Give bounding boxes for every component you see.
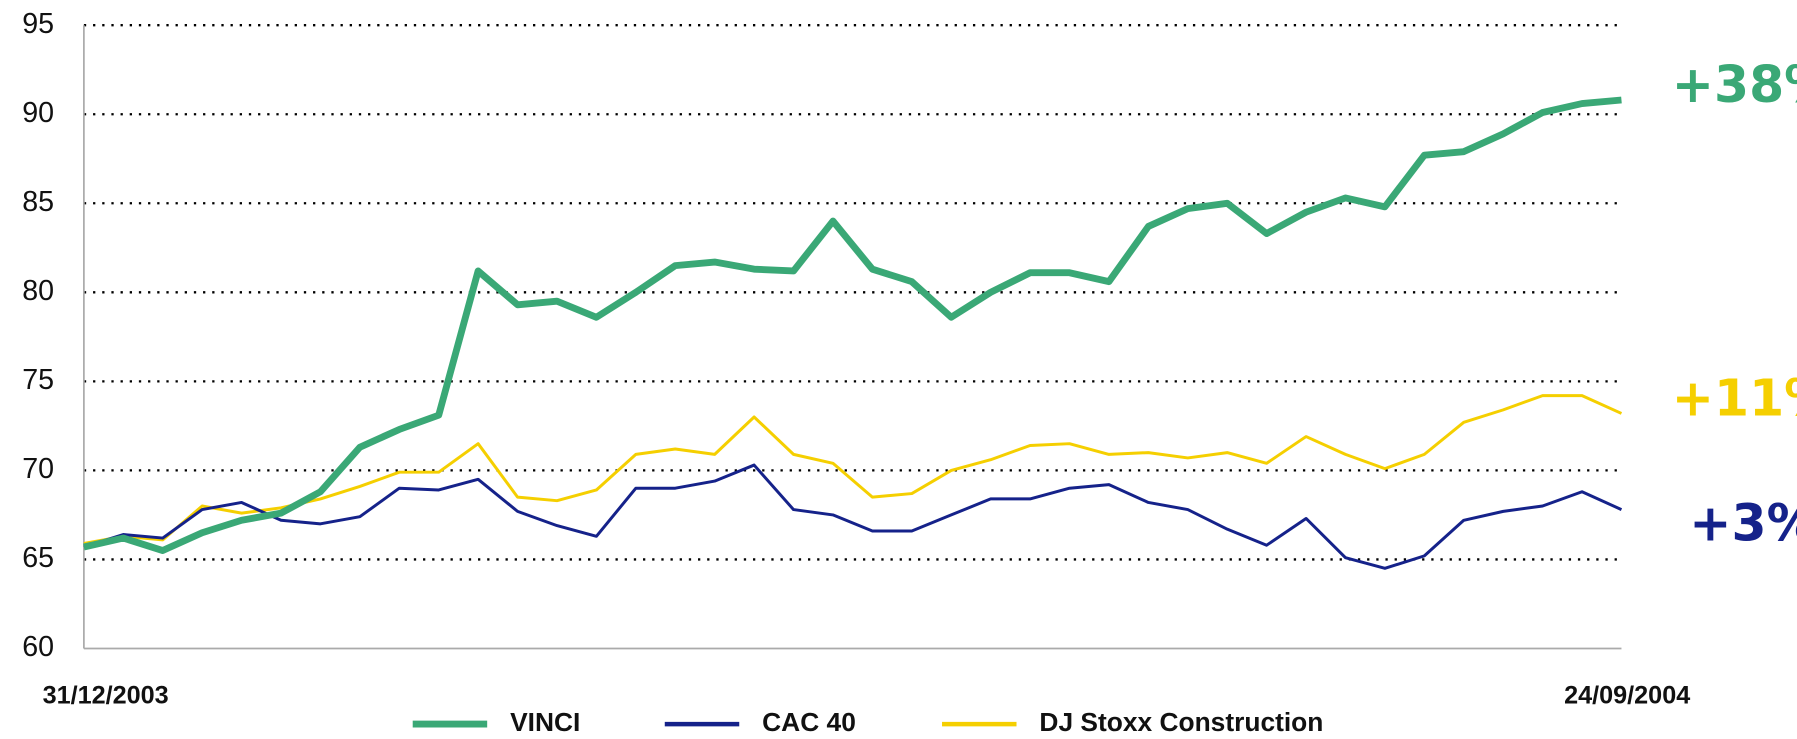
y-tick-label: 70 <box>22 453 54 485</box>
legend-label: CAC 40 <box>762 707 856 737</box>
x-tick-label: 24/09/2004 <box>1564 681 1690 709</box>
y-tick-label: 90 <box>22 97 54 129</box>
end-label: +38% <box>1672 55 1797 114</box>
series-line <box>83 394 1623 545</box>
legend-label: VINCI <box>510 707 580 737</box>
series-line <box>83 463 1623 570</box>
end-label: +11% <box>1672 368 1797 427</box>
end-label: +3% <box>1689 493 1797 552</box>
y-tick-label: 85 <box>22 186 54 218</box>
x-tick-label: 31/12/2003 <box>43 681 169 709</box>
y-tick-label: 75 <box>22 364 54 396</box>
legend-label: DJ Stoxx Construction <box>1039 707 1323 737</box>
y-tick-label: 95 <box>22 8 54 40</box>
y-tick-label: 80 <box>22 275 54 307</box>
series-line <box>83 96 1622 554</box>
y-tick-label: 65 <box>22 542 54 574</box>
y-tick-label: 60 <box>22 631 54 663</box>
